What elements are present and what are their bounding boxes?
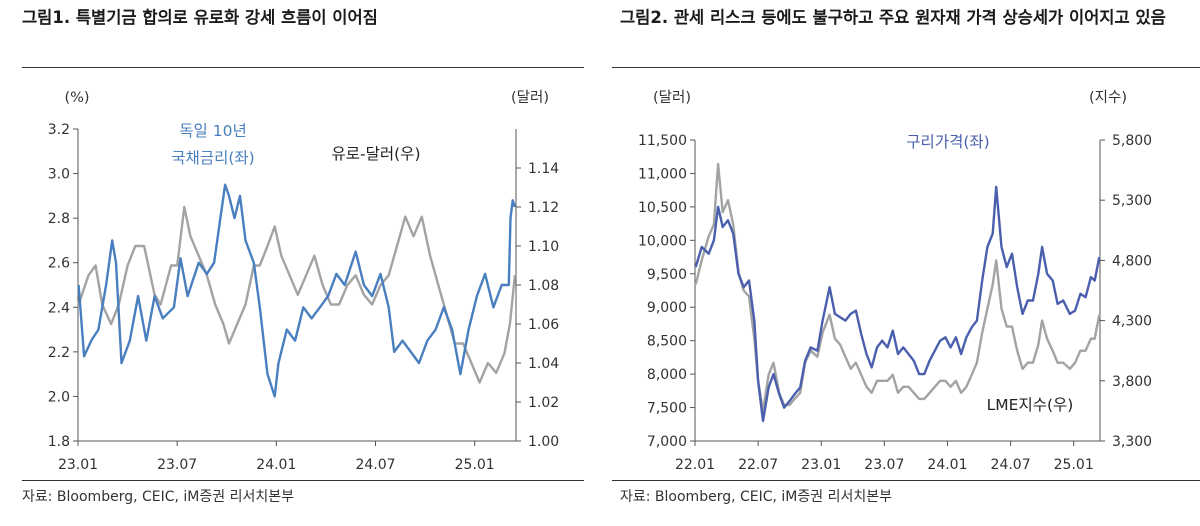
chart2-right-tick-label: 3,300	[1112, 434, 1152, 450]
chart2-right-series-annotation: LME지수(우)	[987, 396, 1074, 414]
chart1-left-tick-label: 3.2	[48, 122, 70, 138]
chart1-left-tick-label: 2.0	[48, 389, 70, 405]
chart2-left-tick-label: 8,500	[647, 334, 687, 350]
chart2-right-tick-label: 3,800	[1112, 374, 1152, 390]
figure2-source: 자료: Bloomberg, CEIC, iM증권 리서치본부	[620, 489, 892, 505]
chart1-left-tick-label: 2.2	[48, 345, 70, 361]
chart1-x-tick-label: 23.07	[157, 457, 197, 473]
chart2-left-tick-label: 7,500	[647, 401, 687, 417]
chart1-right-tick-label: 1.14	[528, 161, 559, 177]
chart2-left-series-line	[694, 185, 1101, 423]
chart1-x-tick-label: 23.01	[58, 457, 98, 473]
chart2-left-tick-label: 10,000	[638, 233, 687, 249]
chart1-left-tick-label: 2.8	[48, 211, 70, 227]
chart1-left-tick-label: 2.4	[48, 300, 70, 316]
chart1-x-tick-label: 25.01	[455, 457, 495, 473]
chart2-left-tick-label: 11,500	[638, 133, 687, 149]
chart2-right-tick-label: 4,800	[1112, 253, 1152, 269]
chart1-left-tick-label: 2.6	[48, 256, 70, 272]
figure2-title: 그림2. 관세 리스크 등에도 불구하고 주요 원자재 가격 상승세가 이어지고…	[620, 8, 1166, 27]
chart2-x-tick-label: 25.01	[1054, 457, 1094, 473]
chart1-left-tick-label: 1.8	[48, 434, 70, 450]
chart1-left-series-line	[77, 183, 517, 398]
chart1-x-tick-label: 24.01	[256, 457, 296, 473]
chart2-left-tick-label: 7,000	[647, 434, 687, 450]
chart2-x-tick-label: 22.07	[738, 457, 778, 473]
chart2-left-tick-label: 9,000	[647, 300, 687, 316]
chart1-right-tick-label: 1.02	[528, 395, 559, 411]
chart2-right-tick-label: 4,300	[1112, 314, 1152, 330]
chart2-x-tick-label: 24.07	[991, 457, 1031, 473]
chart1-left-series-annotation: 국채금리(좌)	[171, 149, 254, 167]
figure1-top-rule	[22, 67, 584, 68]
chart1-x-tick-label: 24.07	[355, 457, 395, 473]
chart2-left-tick-label: 8,000	[647, 367, 687, 383]
chart1-right-tick-label: 1.04	[528, 356, 559, 372]
chart1-right-tick-label: 1.06	[528, 317, 559, 333]
chart1-left-unit-label: (%)	[64, 90, 89, 106]
chart2-right-tick-label: 5,300	[1112, 193, 1152, 209]
chart2-right-series-line	[694, 162, 1101, 413]
chart1-left-tick-label: 3.0	[48, 167, 70, 183]
chart2-left-tick-label: 10,500	[638, 200, 687, 216]
chart2-right-unit-label: (지수)	[1089, 89, 1127, 106]
chart1-right-tick-label: 1.12	[528, 200, 559, 216]
chart1-right-unit-label: (달러)	[511, 89, 549, 106]
chart2-right-tick-label: 5,800	[1112, 133, 1152, 149]
chart2-left-series-annotation: 구리가격(좌)	[906, 133, 989, 151]
figure1-chart: 1.8 2.0 2.2 2.4 2.6 2.8 3.0 3.2 1.00 1.02 1.04 1.06…	[48, 89, 560, 473]
chart2-x-tick-label: 22.01	[675, 457, 715, 473]
chart1-left-series-annotation: 독일 10년	[179, 122, 246, 140]
chart2-left-tick-label: 11,000	[638, 166, 687, 182]
chart2-left-tick-label: 9,500	[647, 267, 687, 283]
figure2-top-rule	[612, 67, 1200, 68]
figure1-bottom-rule	[22, 480, 584, 481]
chart1-right-tick-label: 1.08	[528, 278, 559, 294]
chart2-x-tick-label: 24.01	[927, 457, 967, 473]
figure1-title: 그림1. 특별기금 합의로 유로화 강세 흐름이 이어짐	[22, 8, 378, 27]
chart1-right-tick-label: 1.00	[528, 434, 559, 450]
figure2-bottom-rule	[612, 480, 1200, 481]
chart2-x-tick-label: 23.01	[801, 457, 841, 473]
chart1-right-tick-label: 1.10	[528, 239, 559, 255]
chart2-x-tick-label: 23.07	[864, 457, 904, 473]
figure1-source: 자료: Bloomberg, CEIC, iM증권 리서치본부	[22, 489, 294, 505]
chart1-right-series-annotation: 유로-달러(우)	[332, 145, 421, 163]
chart2-left-unit-label: (달러)	[653, 89, 691, 106]
